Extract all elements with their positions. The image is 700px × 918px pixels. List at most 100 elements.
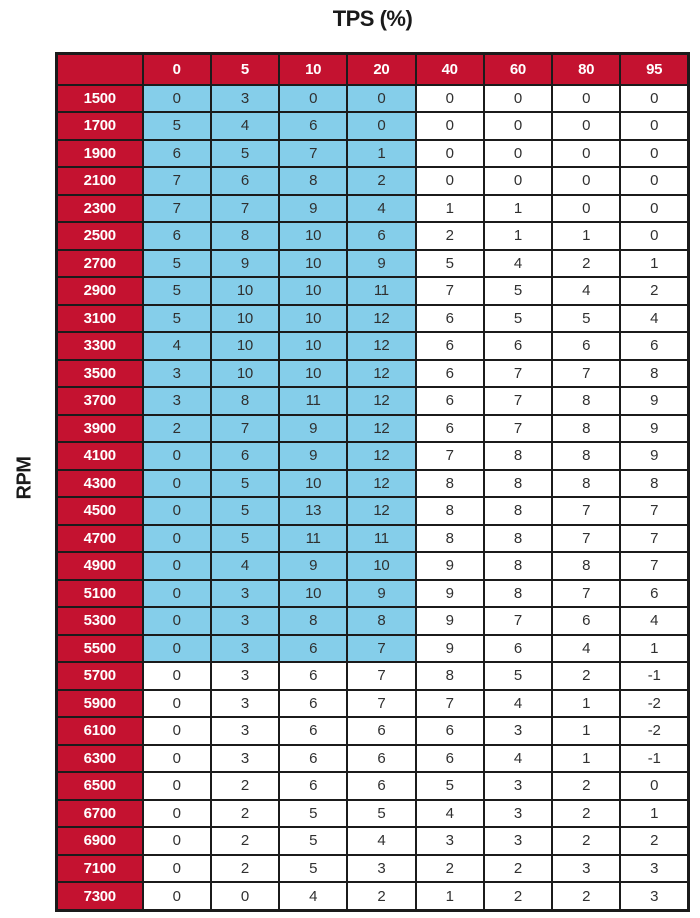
table-row: 2100 7 6 8 2 0 0 0 0 xyxy=(55,166,690,196)
value-cell: 7 xyxy=(619,523,690,553)
rpm-row-header: 2900 xyxy=(55,276,144,306)
value-cell: 0 xyxy=(141,468,212,498)
value-cell: 0 xyxy=(141,688,212,718)
table-row: 6100 0 3 6 6 6 3 1 -2 xyxy=(55,716,690,746)
value-cell: 7 xyxy=(414,688,485,718)
value-cell: 0 xyxy=(482,138,554,168)
rpm-row-header: 6300 xyxy=(55,743,144,773)
value-cell: 6 xyxy=(277,771,349,801)
value-cell: 7 xyxy=(550,496,622,526)
rpm-row-header: 4500 xyxy=(55,496,144,526)
value-cell: 3 xyxy=(209,633,281,663)
value-cell: 7 xyxy=(414,441,485,471)
table-row: 3700 3 8 11 12 6 7 8 9 xyxy=(55,386,690,416)
value-cell: 9 xyxy=(619,386,690,416)
value-cell: 12 xyxy=(346,303,417,333)
value-cell: 8 xyxy=(482,578,554,608)
value-cell: 6 xyxy=(277,633,349,663)
value-cell: 8 xyxy=(550,413,622,443)
rpm-row-header: 3300 xyxy=(55,331,144,361)
value-cell: 9 xyxy=(414,551,485,581)
value-cell: 2 xyxy=(141,413,212,443)
table-row: 4100 0 6 9 12 7 8 8 9 xyxy=(55,441,690,471)
table-row: 5100 0 3 10 9 9 8 7 6 xyxy=(55,578,690,608)
value-cell: 5 xyxy=(277,826,349,856)
value-cell: 4 xyxy=(346,193,417,223)
table-row: 3500 3 10 10 12 6 7 7 8 xyxy=(55,358,690,388)
value-cell: 4 xyxy=(619,303,690,333)
rpm-row-header: 3100 xyxy=(55,303,144,333)
value-cell: 1 xyxy=(346,138,417,168)
value-cell: 0 xyxy=(141,523,212,553)
value-cell: 0 xyxy=(482,166,554,196)
value-cell: -1 xyxy=(619,743,690,773)
value-cell: 7 xyxy=(482,413,554,443)
value-cell: 8 xyxy=(414,661,485,691)
rpm-row-header: 1900 xyxy=(55,138,144,168)
value-cell: 7 xyxy=(550,578,622,608)
table-row: 4900 0 4 9 10 9 8 8 7 xyxy=(55,551,690,581)
value-cell: 7 xyxy=(209,413,281,443)
value-cell: 5 xyxy=(482,276,554,306)
value-cell: 8 xyxy=(414,523,485,553)
corner-cell xyxy=(55,52,144,86)
table-row: 1700 5 4 6 0 0 0 0 0 xyxy=(55,111,690,141)
rpm-row-header: 3900 xyxy=(55,413,144,443)
value-cell: 5 xyxy=(277,798,349,828)
value-cell: 4 xyxy=(482,743,554,773)
value-cell: 7 xyxy=(414,276,485,306)
value-cell: 8 xyxy=(619,468,690,498)
value-cell: 4 xyxy=(346,826,417,856)
rpm-row-header: 6500 xyxy=(55,771,144,801)
value-cell: 10 xyxy=(209,276,281,306)
value-cell: 0 xyxy=(141,881,212,912)
value-cell: 0 xyxy=(550,138,622,168)
value-cell: 8 xyxy=(482,523,554,553)
value-cell: 0 xyxy=(141,578,212,608)
table-row: 1900 6 5 7 1 0 0 0 0 xyxy=(55,138,690,168)
value-cell: 0 xyxy=(414,111,485,141)
value-cell: 0 xyxy=(141,606,212,636)
value-cell: 0 xyxy=(346,111,417,141)
tps-rpm-map-table: 0 5 10 20 40 60 80 95 1500 0 3 0 0 0 0 0 0 1700 5 4 6 0 0 0 0 0 1… xyxy=(55,52,690,912)
value-cell: 7 xyxy=(619,551,690,581)
value-cell: 6 xyxy=(414,358,485,388)
value-cell: 8 xyxy=(619,358,690,388)
value-cell: 12 xyxy=(346,331,417,361)
value-cell: 12 xyxy=(346,441,417,471)
value-cell: 9 xyxy=(277,551,349,581)
table-row: 5900 0 3 6 7 7 4 1 -2 xyxy=(55,688,690,718)
table-row: 4300 0 5 10 12 8 8 8 8 xyxy=(55,468,690,498)
value-cell: 0 xyxy=(277,83,349,113)
value-cell: 4 xyxy=(619,606,690,636)
value-cell: 8 xyxy=(414,496,485,526)
value-cell: 2 xyxy=(550,248,622,278)
value-cell: 0 xyxy=(619,771,690,801)
value-cell: 3 xyxy=(209,743,281,773)
value-cell: 10 xyxy=(209,303,281,333)
value-cell: 7 xyxy=(482,606,554,636)
value-cell: 5 xyxy=(209,496,281,526)
rpm-row-header: 4300 xyxy=(55,468,144,498)
value-cell: 1 xyxy=(482,193,554,223)
value-cell: 10 xyxy=(277,276,349,306)
value-cell: 5 xyxy=(209,523,281,553)
rpm-row-header: 5300 xyxy=(55,606,144,636)
table-row: 7300 0 0 4 2 1 2 2 3 xyxy=(55,881,690,912)
value-cell: 8 xyxy=(482,441,554,471)
value-cell: 9 xyxy=(619,441,690,471)
value-cell: 6 xyxy=(141,138,212,168)
value-cell: 4 xyxy=(550,633,622,663)
value-cell: 6 xyxy=(209,166,281,196)
rpm-row-header: 2100 xyxy=(55,166,144,196)
table-row: 6700 0 2 5 5 4 3 2 1 xyxy=(55,798,690,828)
value-cell: 2 xyxy=(482,881,554,912)
tps-column-header: 5 xyxy=(209,52,281,86)
value-cell: 2 xyxy=(550,881,622,912)
value-cell: 10 xyxy=(209,358,281,388)
table-body: 1500 0 3 0 0 0 0 0 0 1700 5 4 6 0 0 0 0 0 1900 6 5 7 1 0 0 0 0 2100… xyxy=(55,83,690,912)
value-cell: 2 xyxy=(550,826,622,856)
value-cell: 7 xyxy=(482,358,554,388)
value-cell: 5 xyxy=(482,661,554,691)
header-row: 0 5 10 20 40 60 80 95 xyxy=(55,52,690,86)
